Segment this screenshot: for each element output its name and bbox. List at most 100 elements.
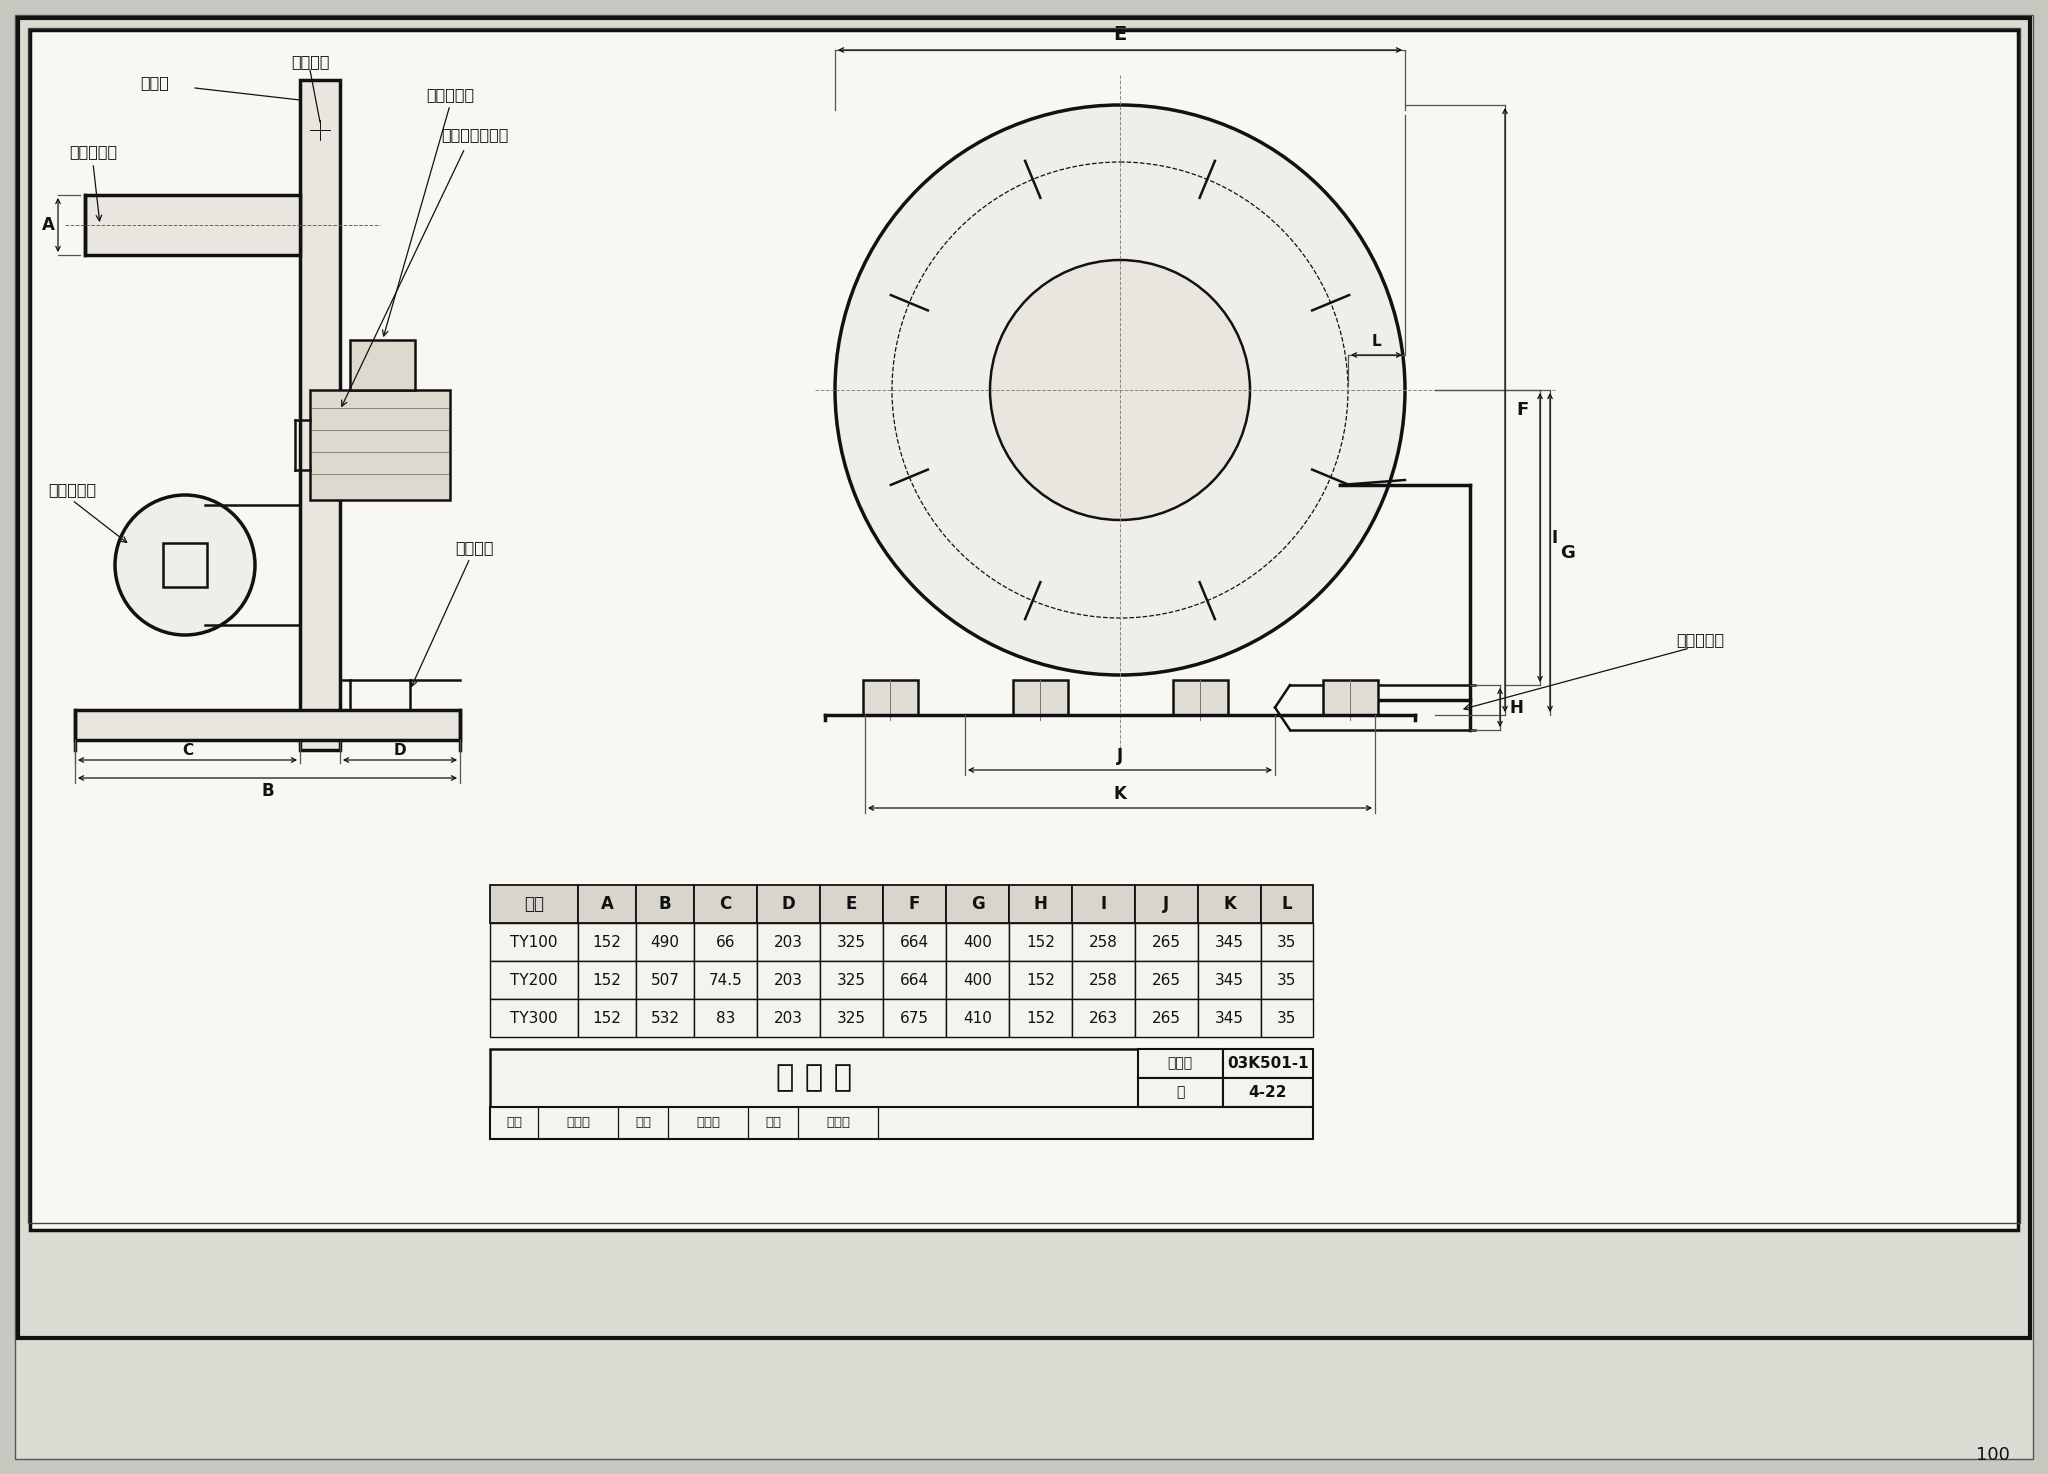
- Text: 325: 325: [838, 1011, 866, 1026]
- Text: F: F: [909, 895, 920, 912]
- Text: 345: 345: [1214, 1011, 1243, 1026]
- Bar: [1262, 961, 1313, 999]
- Bar: [489, 961, 578, 999]
- Bar: [1014, 680, 1067, 715]
- Text: B: B: [262, 783, 274, 800]
- Text: 345: 345: [1214, 973, 1243, 988]
- Bar: [489, 1107, 1313, 1139]
- Text: L: L: [1372, 333, 1380, 348]
- Bar: [76, 710, 461, 740]
- Bar: [489, 884, 578, 923]
- Bar: [694, 884, 758, 923]
- Bar: [694, 999, 758, 1038]
- Text: A: A: [600, 895, 614, 912]
- Text: 203: 203: [774, 973, 803, 988]
- Bar: [299, 80, 340, 750]
- Text: J: J: [1116, 747, 1122, 765]
- Bar: [1174, 680, 1229, 715]
- Text: 审核: 审核: [506, 1116, 522, 1129]
- Text: E: E: [846, 895, 858, 912]
- Text: 532: 532: [651, 1011, 680, 1026]
- Text: 35: 35: [1278, 973, 1296, 988]
- Text: 325: 325: [838, 973, 866, 988]
- Bar: [1135, 961, 1198, 999]
- Bar: [1010, 961, 1071, 999]
- Text: 胡卫卫: 胡卫卫: [565, 1116, 590, 1129]
- Text: 345: 345: [1214, 935, 1243, 949]
- Text: 203: 203: [774, 1011, 803, 1026]
- Text: 戴海洋: 戴海洋: [825, 1116, 850, 1129]
- Bar: [578, 884, 637, 923]
- Bar: [694, 923, 758, 961]
- Text: F: F: [1518, 401, 1530, 419]
- Bar: [883, 923, 946, 961]
- Text: 加固角钉: 加固角钉: [291, 55, 330, 69]
- Text: 83: 83: [717, 1011, 735, 1026]
- Text: 真空泵入口: 真空泵入口: [70, 144, 117, 159]
- Text: I: I: [1552, 529, 1559, 547]
- Bar: [637, 923, 694, 961]
- Bar: [862, 680, 918, 715]
- Bar: [1198, 884, 1262, 923]
- Bar: [637, 961, 694, 999]
- Bar: [758, 961, 819, 999]
- Bar: [578, 999, 637, 1038]
- Text: 白小步: 白小步: [696, 1116, 721, 1129]
- Text: 400: 400: [963, 935, 991, 949]
- Text: 35: 35: [1278, 1011, 1296, 1026]
- Bar: [946, 923, 1010, 961]
- Bar: [31, 29, 2017, 1229]
- Text: 真空泵配套电机: 真空泵配套电机: [440, 127, 508, 143]
- Bar: [489, 999, 578, 1038]
- Bar: [1223, 1049, 1313, 1077]
- Text: D: D: [782, 895, 795, 912]
- Bar: [1071, 884, 1135, 923]
- Text: TY300: TY300: [510, 1011, 557, 1026]
- Bar: [946, 961, 1010, 999]
- Bar: [1010, 884, 1071, 923]
- Bar: [1071, 961, 1135, 999]
- Text: 校对: 校对: [635, 1116, 651, 1129]
- Text: 电机接线盒: 电机接线盒: [426, 87, 473, 103]
- Text: 152: 152: [592, 1011, 621, 1026]
- Text: 664: 664: [899, 973, 930, 988]
- Text: G: G: [1561, 544, 1575, 562]
- Text: 258: 258: [1090, 935, 1118, 949]
- Text: 图集号: 图集号: [1167, 1057, 1192, 1070]
- Bar: [1135, 999, 1198, 1038]
- Bar: [819, 961, 883, 999]
- Text: 152: 152: [1026, 1011, 1055, 1026]
- Text: 03K501-1: 03K501-1: [1227, 1055, 1309, 1072]
- Bar: [694, 961, 758, 999]
- Bar: [1139, 1049, 1223, 1077]
- Text: J: J: [1163, 895, 1169, 912]
- Bar: [1010, 999, 1071, 1038]
- Text: K: K: [1223, 895, 1235, 912]
- Bar: [489, 1049, 1139, 1107]
- Text: G: G: [971, 895, 985, 912]
- Text: 74.5: 74.5: [709, 973, 741, 988]
- Text: L: L: [1282, 895, 1292, 912]
- Bar: [1262, 923, 1313, 961]
- Bar: [1071, 923, 1135, 961]
- Bar: [29, 28, 2019, 1223]
- Circle shape: [989, 259, 1249, 520]
- Bar: [18, 18, 2030, 1338]
- Text: 203: 203: [774, 935, 803, 949]
- Bar: [637, 999, 694, 1038]
- Text: D: D: [393, 743, 406, 758]
- Bar: [883, 961, 946, 999]
- Bar: [1262, 884, 1313, 923]
- Text: 265: 265: [1151, 935, 1182, 949]
- Bar: [1323, 680, 1378, 715]
- Bar: [946, 884, 1010, 923]
- Bar: [1071, 999, 1135, 1038]
- Text: 410: 410: [963, 1011, 991, 1026]
- Bar: [309, 391, 451, 500]
- Text: 400: 400: [963, 973, 991, 988]
- Text: I: I: [1100, 895, 1106, 912]
- Text: 507: 507: [651, 973, 680, 988]
- Text: 真空泵出口: 真空泵出口: [47, 482, 96, 498]
- Circle shape: [115, 495, 256, 635]
- Text: 152: 152: [592, 935, 621, 949]
